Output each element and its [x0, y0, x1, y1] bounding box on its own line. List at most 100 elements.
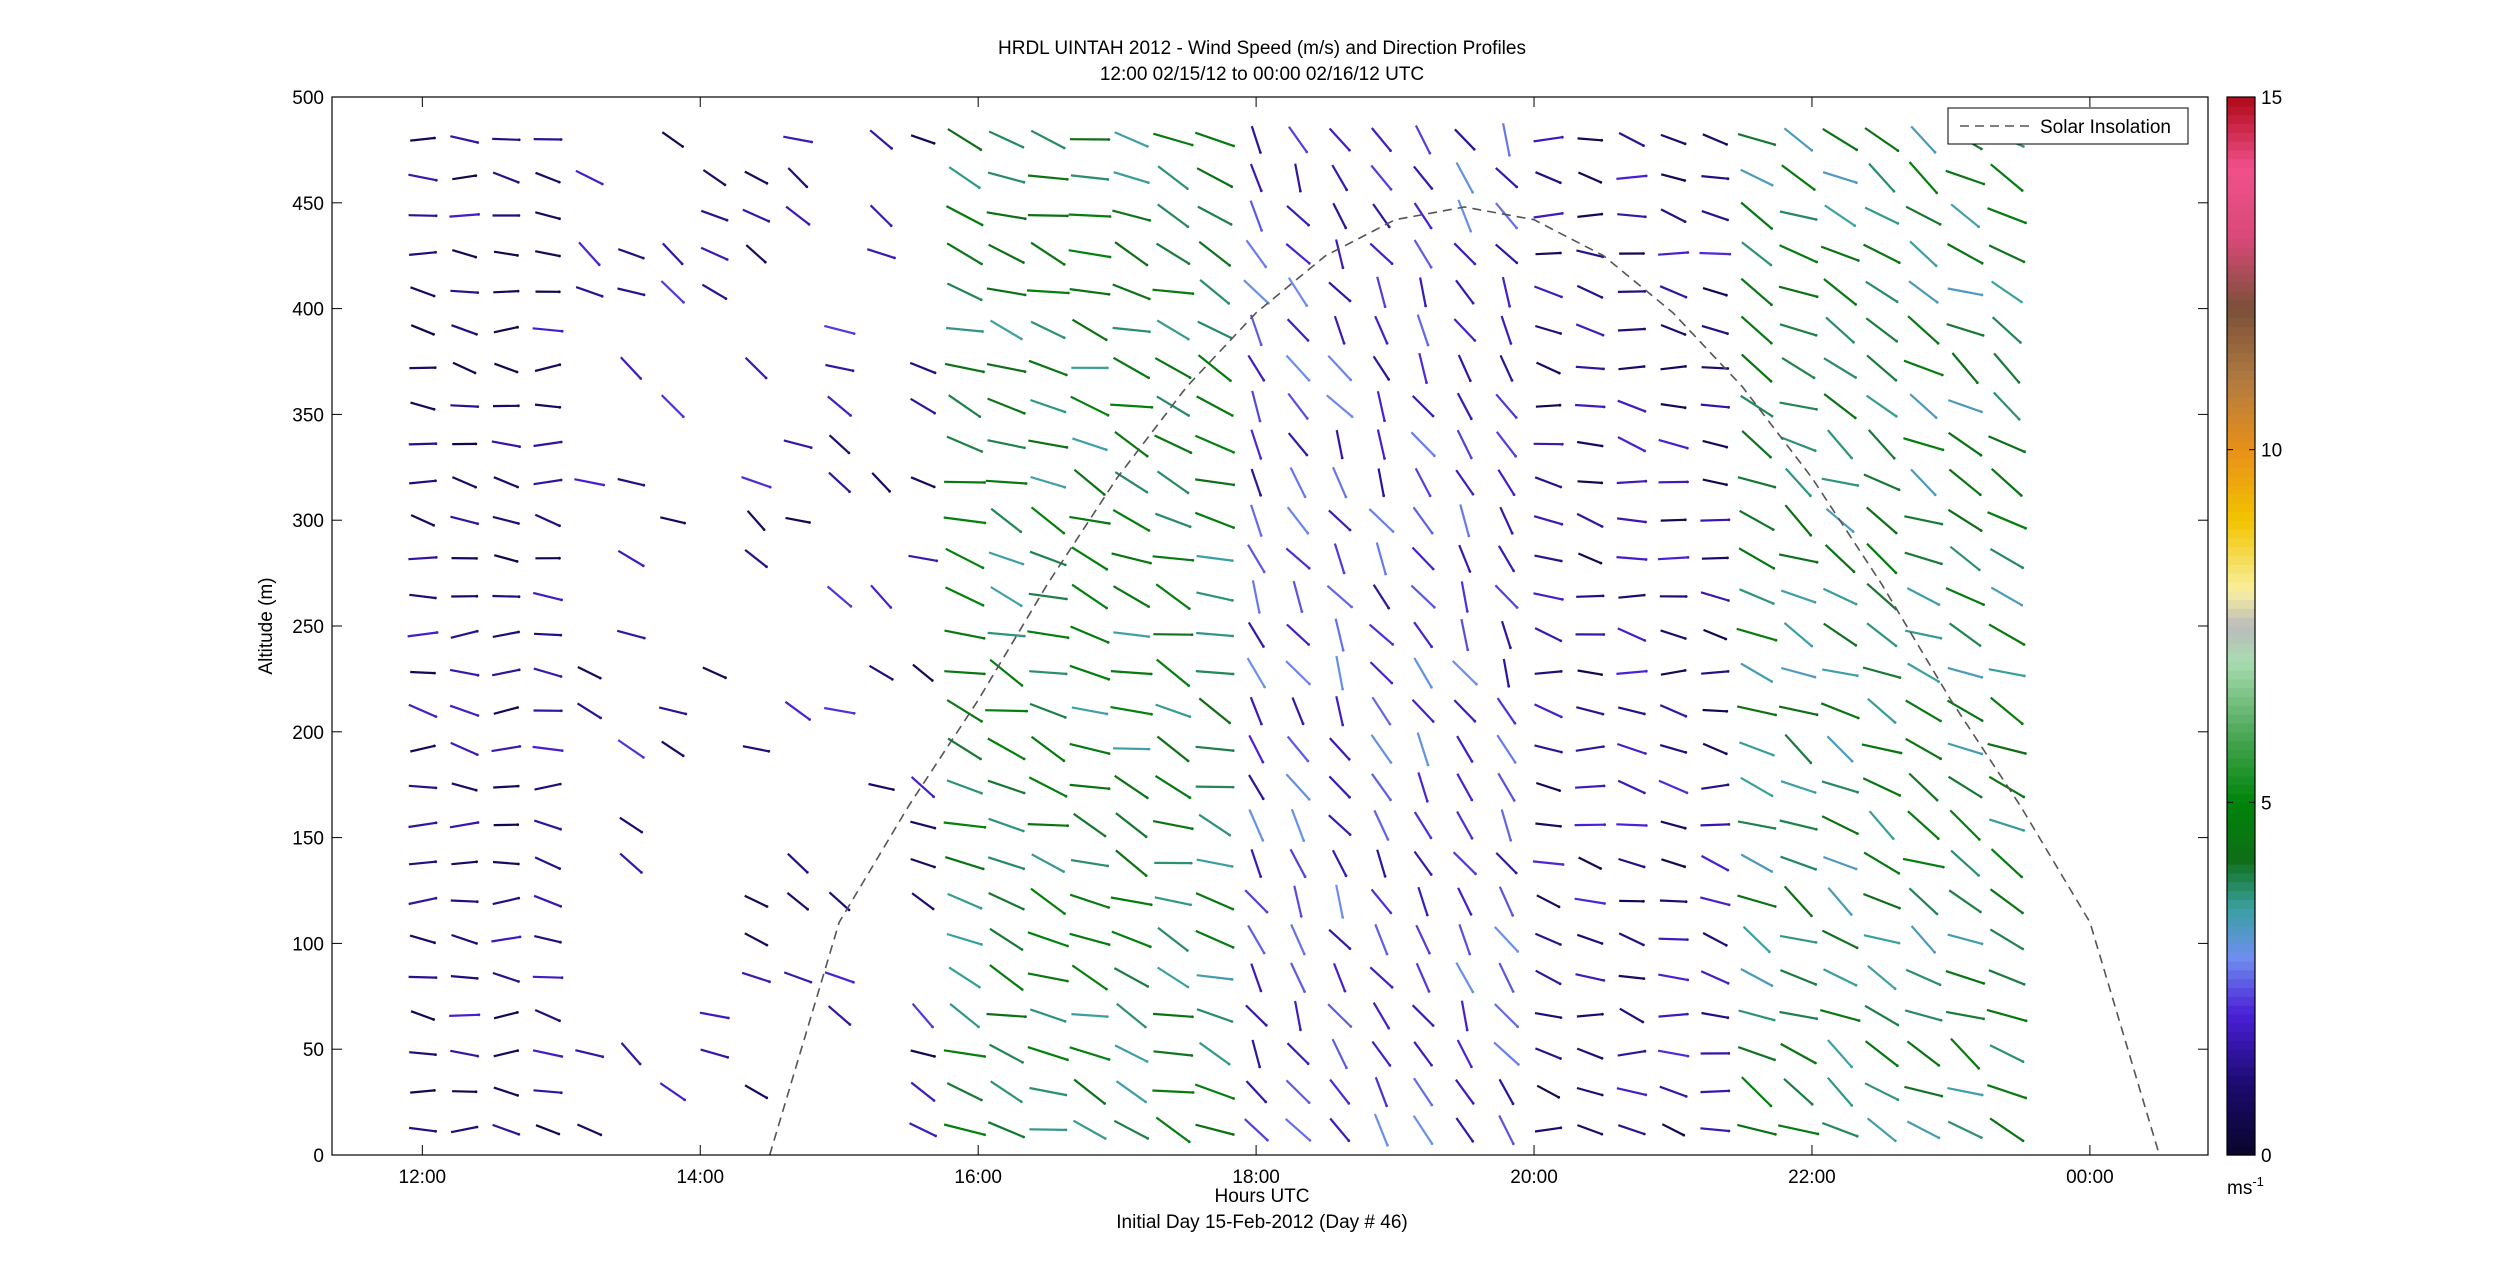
colorbar-unit-base: ms	[2227, 1178, 2252, 1199]
wind-barb-tail	[1066, 178, 1069, 181]
wind-barb-tail	[765, 565, 768, 568]
wind-barb-tail	[1389, 723, 1392, 726]
wind-barb-tail	[1687, 1055, 1690, 1058]
wind-barb-tail	[1433, 454, 1436, 457]
wind-barb-tail	[1468, 953, 1471, 956]
wind-barb-tail	[1108, 293, 1111, 296]
wind-barb-tail	[1308, 262, 1311, 265]
wind-barb-tail	[474, 486, 477, 489]
wind-barb-tail	[1643, 450, 1646, 453]
wind-barb-tail	[1472, 493, 1475, 496]
wind-barb-tail	[1187, 684, 1190, 687]
x-tick-label: 20:00	[1510, 1167, 1558, 1188]
wind-barb-tail	[1511, 379, 1514, 382]
wind-barb-tail	[1643, 328, 1646, 331]
legend: Solar Insolation	[1948, 108, 2188, 144]
wind-barb-tail	[1642, 144, 1645, 147]
wind-barb	[409, 444, 436, 445]
wind-barb-tail	[1384, 875, 1387, 878]
colorbar-segment	[2227, 1129, 2255, 1138]
wind-barb-tail	[1642, 944, 1645, 947]
wind-barb-tail	[1105, 448, 1108, 451]
wind-barb-tail	[516, 326, 519, 329]
wind-barb-tail	[1022, 908, 1025, 911]
wind-barb-tail	[1348, 149, 1351, 152]
wind-barb-tail	[982, 604, 985, 607]
wind-barb-tail	[1308, 1101, 1311, 1104]
colorbar-segment	[2227, 273, 2255, 282]
wind-barb-tail	[599, 1133, 602, 1136]
colorbar-segment	[2227, 441, 2255, 450]
wind-barb-tail	[935, 559, 938, 562]
wind-barb-tail	[1857, 717, 1860, 720]
wind-barb-tail	[1850, 457, 1853, 460]
wind-barb-tail	[1063, 263, 1066, 266]
wind-barb-tail	[933, 827, 936, 830]
wind-barb-tail	[1814, 791, 1817, 794]
colorbar-segment	[2227, 1023, 2255, 1032]
colorbar-segment	[2227, 943, 2255, 952]
wind-barb-tail	[1937, 342, 1940, 345]
wind-barb-tail	[1511, 914, 1514, 917]
wind-barb-tail	[1686, 1013, 1689, 1016]
colorbar-tick-label: 10	[2261, 441, 2282, 462]
x-tick-label: 00:00	[2066, 1167, 2114, 1188]
colorbar-segment	[2227, 917, 2255, 926]
wind-barb-tail	[1186, 225, 1189, 228]
wind-barb-tail	[805, 185, 808, 188]
wind-barb-tail	[981, 330, 984, 333]
wind-barb-tail	[1023, 635, 1026, 638]
wind-barb	[1576, 596, 1603, 597]
wind-barb-tail	[1727, 783, 1730, 786]
wind-barb-tail	[1895, 340, 1898, 343]
wind-barb-tail	[1772, 528, 1775, 531]
wind-barb-tail	[850, 605, 853, 608]
wind-barb-tail	[726, 258, 729, 261]
wind-barb-tail	[518, 138, 521, 141]
wind-barb-tail	[1430, 187, 1433, 190]
wind-barb-tail	[2021, 566, 2024, 569]
wind-barb-tail	[1066, 980, 1069, 983]
wind-barb-tail	[1066, 824, 1069, 827]
wind-barb-tail	[1684, 142, 1687, 145]
wind-barb-tail	[765, 1096, 768, 1099]
wind-barb-tail	[1939, 757, 1942, 760]
wind-barb-tail	[931, 679, 934, 682]
wind-barb-tail	[1470, 799, 1473, 802]
wind-barb-tail	[1770, 680, 1773, 683]
wind-barb-tail	[1232, 946, 1235, 949]
wind-barb-tail	[683, 522, 686, 525]
wind-barb-tail	[1599, 867, 1602, 870]
wind-barb-tail	[1150, 903, 1153, 906]
colorbar-segment	[2227, 379, 2255, 388]
wind-barb	[533, 977, 562, 978]
colorbar-segment	[2227, 511, 2255, 520]
wind-barb-tail	[1022, 830, 1025, 833]
wind-barb-tail	[1391, 262, 1394, 265]
wind-barb-tail	[1348, 758, 1351, 761]
wind-barb-tail	[1189, 903, 1192, 906]
wind-barb-tail	[1107, 641, 1110, 644]
wind-barb-tail	[435, 787, 438, 790]
wind-barb-tail	[1562, 863, 1565, 866]
wind-barb-tail	[1263, 570, 1266, 573]
wind-barb-tail	[1103, 493, 1106, 496]
wind-barb-tail	[1643, 639, 1646, 642]
wind-barb-tail	[1466, 648, 1469, 651]
wind-barb-tail	[433, 745, 436, 748]
wind-barb-tail	[1344, 990, 1347, 993]
wind-barb-tail	[1258, 611, 1261, 614]
wind-barb-tail	[1228, 264, 1231, 267]
wind-barb-tail	[1108, 943, 1111, 946]
wind-barb-tail	[558, 406, 561, 409]
colorbar-segment	[2227, 564, 2255, 573]
wind-barb-tail	[1191, 144, 1194, 147]
wind-barb-tail	[1470, 417, 1473, 420]
wind-barb-tail	[1856, 484, 1859, 487]
wind-barb-tail	[1685, 900, 1688, 903]
wind-barb-tail	[1644, 752, 1647, 755]
wind-barb-tail	[1427, 344, 1430, 347]
colorbar-segment	[2227, 961, 2255, 970]
wind-barb-tail	[1773, 1019, 1776, 1022]
wind-barb-tail	[1770, 342, 1773, 345]
